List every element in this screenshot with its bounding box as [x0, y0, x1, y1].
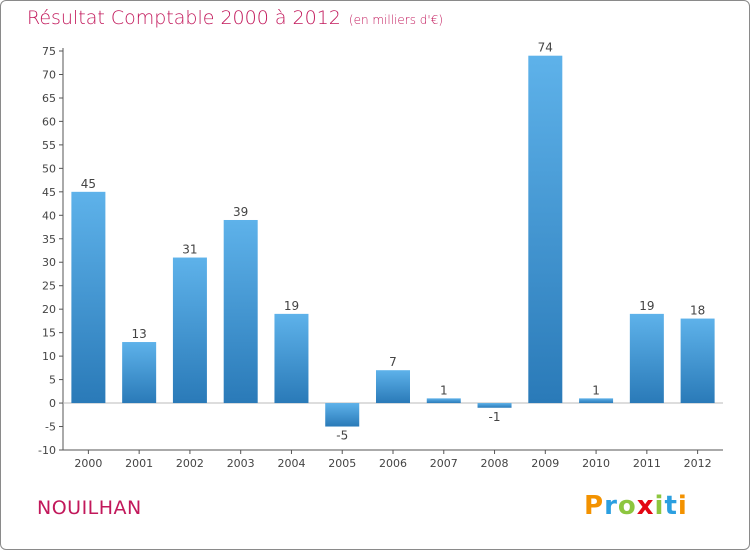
proxiti-logo: Proxiti: [584, 491, 688, 521]
data-label: 13: [132, 327, 147, 341]
y-tick-label: -10: [38, 444, 56, 457]
logo-letter: P: [584, 491, 605, 521]
y-tick-label: 35: [42, 233, 56, 246]
data-label: 45: [81, 177, 96, 191]
logo-letter: r: [604, 491, 618, 521]
y-tick-label: 0: [49, 397, 56, 410]
data-label: 1: [592, 383, 600, 397]
bars-group: [71, 55, 715, 427]
y-tick-label: 40: [42, 209, 56, 222]
data-label: 39: [233, 205, 248, 219]
x-tick-label: 2003: [227, 457, 255, 470]
y-tick-label: 5: [49, 374, 56, 387]
logo-letter: t: [664, 491, 678, 521]
x-tick-label: 2002: [176, 457, 204, 470]
chart-subtitle: (en milliers d'€): [348, 13, 444, 27]
logo-letter: o: [617, 491, 637, 521]
y-tick-label: -5: [45, 421, 56, 434]
x-tick-label: 2004: [277, 457, 305, 470]
data-labels-group: 45 13 31 39 19 -5 7 1 -1 74 1 19 18: [81, 41, 706, 443]
data-label: 19: [284, 299, 299, 313]
x-tick-label: 2011: [633, 457, 661, 470]
bar: [274, 313, 309, 404]
x-tick-label: 2007: [430, 457, 458, 470]
bar: [426, 398, 461, 404]
data-label: 7: [389, 355, 397, 369]
x-tick-label: 2010: [582, 457, 610, 470]
x-tick-label: 2005: [328, 457, 356, 470]
y-tick-label: 75: [42, 45, 56, 58]
x-tick-label: 2006: [379, 457, 407, 470]
logo-letter: i: [654, 491, 665, 521]
y-tick-label: 50: [42, 162, 56, 175]
place-name: NOUILHAN: [37, 497, 142, 519]
x-tick-label: 2001: [125, 457, 153, 470]
y-tick-label: 25: [42, 280, 56, 293]
data-label: 74: [538, 41, 553, 55]
logo-letter: i: [677, 491, 688, 521]
chart-title: Résultat Comptable 2000 à 2012 (en millie…: [27, 7, 443, 29]
bar: [579, 398, 614, 404]
data-label: -1: [489, 410, 501, 424]
data-label: 31: [182, 243, 197, 257]
bar: [528, 55, 563, 404]
y-tick-label: 65: [42, 92, 56, 105]
y-tick-label: 15: [42, 327, 56, 340]
bar: [71, 191, 106, 404]
y-tick-label: 20: [42, 303, 56, 316]
bar: [629, 313, 664, 404]
y-tick-label: 30: [42, 256, 56, 269]
y-tick-label: 55: [42, 139, 56, 152]
y-tick-label: 60: [42, 115, 56, 128]
y-tick-label: 70: [42, 68, 56, 81]
x-tick-label: 2000: [74, 457, 102, 470]
bar: [477, 403, 512, 408]
data-label: 1: [440, 383, 448, 397]
x-tick-label: 2008: [481, 457, 509, 470]
y-tick-label: 45: [42, 186, 56, 199]
y-tick-label: 10: [42, 350, 56, 363]
x-tick-label: 2009: [531, 457, 559, 470]
data-label: 18: [690, 304, 705, 318]
bar: [325, 403, 360, 427]
bar: [223, 219, 258, 404]
chart-title-text: Résultat Comptable 2000 à 2012: [27, 7, 341, 29]
bar: [376, 370, 410, 404]
logo-letter: x: [636, 491, 655, 521]
bar: [172, 257, 207, 404]
data-label: -5: [336, 429, 348, 443]
data-label: 19: [639, 299, 654, 313]
bar: [122, 342, 157, 404]
x-tick-label: 2012: [684, 457, 712, 470]
bar: [680, 318, 715, 404]
